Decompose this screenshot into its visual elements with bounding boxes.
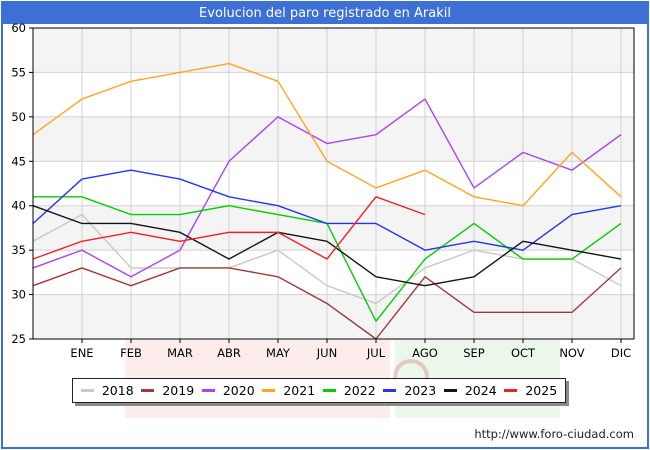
footer-url: http://www.foro-ciudad.com <box>474 427 634 441</box>
legend-label: 2023 <box>404 383 437 398</box>
legend-dash <box>262 389 276 392</box>
legend-item-2024: 2024 <box>443 383 497 398</box>
legend-label: 2021 <box>283 383 316 398</box>
legend-label: 2020 <box>222 383 255 398</box>
y-tick-label: 40 <box>11 199 26 213</box>
legend-item-2022: 2022 <box>322 383 376 398</box>
plot-band <box>33 116 634 162</box>
legend-dash <box>80 389 94 392</box>
y-tick-label: 45 <box>11 154 26 168</box>
legend-item-2021: 2021 <box>262 383 315 398</box>
x-tick-label: DIC <box>611 346 631 360</box>
legend-label: 2025 <box>525 383 558 398</box>
legend-dash <box>383 389 397 392</box>
y-tick-label: 60 <box>11 21 26 35</box>
legend-label: 2022 <box>343 383 376 398</box>
x-tick-label: JUN <box>316 346 337 360</box>
legend-item-2019: 2019 <box>141 383 194 398</box>
page-title: Evolucion del paro registrado en Arakil <box>199 6 451 21</box>
legend: 2018 2019 2020 2021 2022 2023 2024 2025 <box>72 378 566 403</box>
series-line-2021 <box>32 62 622 207</box>
plot-band <box>33 294 634 339</box>
legend-dash <box>443 389 457 392</box>
y-tick-label: 35 <box>11 243 26 257</box>
legend-item-2023: 2023 <box>383 383 436 398</box>
x-tick-label: JUL <box>366 346 386 360</box>
title-bar: Evolucion del paro registrado en Arakil <box>3 3 647 24</box>
x-tick-label: AGO <box>412 346 438 360</box>
legend-dash <box>504 389 518 392</box>
legend-item-2018: 2018 <box>80 383 134 398</box>
legend-item-2025: 2025 <box>504 383 557 398</box>
legend-dash <box>201 389 215 392</box>
legend-item-2020: 2020 <box>201 383 255 398</box>
x-tick-label: MAR <box>167 346 193 360</box>
series-line-2020 <box>32 98 622 278</box>
x-tick-label: NOV <box>559 346 584 360</box>
series-line-2023 <box>32 169 622 251</box>
x-tick-label: ENE <box>70 346 93 360</box>
y-tick-label: 25 <box>11 332 26 346</box>
x-tick-label: MAY <box>266 346 291 360</box>
plot-border <box>32 27 635 340</box>
x-tick-label: FEB <box>120 346 142 360</box>
x-tick-label: ABR <box>217 346 241 360</box>
y-tick-label: 30 <box>11 288 26 302</box>
legend-dash <box>322 389 336 392</box>
x-tick-label: SEP <box>463 346 485 360</box>
legend-label: 2024 <box>464 383 497 398</box>
series-line-2025 <box>32 196 426 260</box>
plot-band <box>33 28 634 73</box>
legend-dash <box>141 389 155 392</box>
series-line-2019 <box>32 267 622 340</box>
legend-label: 2018 <box>101 383 134 398</box>
legend-label: 2019 <box>162 383 195 398</box>
y-tick-label: 55 <box>11 65 26 79</box>
y-tick-label: 50 <box>11 110 26 124</box>
series-line-2024 <box>32 205 622 287</box>
x-tick-label: OCT <box>511 346 536 360</box>
